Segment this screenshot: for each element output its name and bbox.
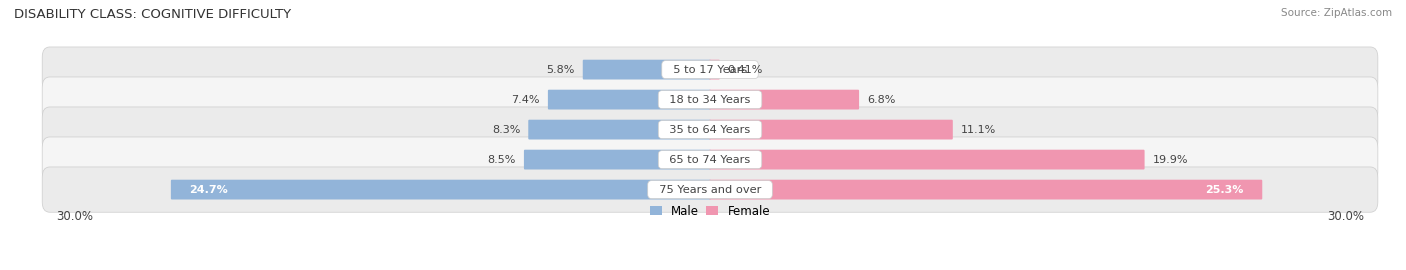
Text: 11.1%: 11.1% [960, 124, 995, 135]
FancyBboxPatch shape [524, 150, 711, 170]
Text: 75 Years and over: 75 Years and over [652, 185, 768, 195]
Text: 5 to 17 Years: 5 to 17 Years [666, 65, 754, 75]
FancyBboxPatch shape [42, 47, 1378, 92]
Text: Source: ZipAtlas.com: Source: ZipAtlas.com [1281, 8, 1392, 18]
Text: 0.41%: 0.41% [728, 65, 763, 75]
Text: DISABILITY CLASS: COGNITIVE DIFFICULTY: DISABILITY CLASS: COGNITIVE DIFFICULTY [14, 8, 291, 21]
Text: 5.8%: 5.8% [547, 65, 575, 75]
FancyBboxPatch shape [709, 150, 1144, 170]
FancyBboxPatch shape [548, 90, 711, 110]
Text: 30.0%: 30.0% [1327, 210, 1364, 223]
Text: 35 to 64 Years: 35 to 64 Years [662, 124, 758, 135]
Text: 18 to 34 Years: 18 to 34 Years [662, 94, 758, 104]
FancyBboxPatch shape [529, 120, 711, 140]
Text: 25.3%: 25.3% [1205, 185, 1244, 195]
FancyBboxPatch shape [42, 107, 1378, 152]
FancyBboxPatch shape [42, 77, 1378, 122]
Text: 7.4%: 7.4% [512, 94, 540, 104]
FancyBboxPatch shape [582, 60, 711, 79]
FancyBboxPatch shape [42, 137, 1378, 182]
Text: 30.0%: 30.0% [56, 210, 93, 223]
FancyBboxPatch shape [709, 90, 859, 110]
FancyBboxPatch shape [709, 180, 1263, 200]
FancyBboxPatch shape [709, 60, 720, 79]
Text: 19.9%: 19.9% [1153, 155, 1188, 165]
FancyBboxPatch shape [42, 167, 1378, 212]
Text: 65 to 74 Years: 65 to 74 Years [662, 155, 758, 165]
Text: 8.3%: 8.3% [492, 124, 520, 135]
Text: 6.8%: 6.8% [868, 94, 896, 104]
Text: 8.5%: 8.5% [488, 155, 516, 165]
FancyBboxPatch shape [172, 180, 711, 200]
Text: 24.7%: 24.7% [190, 185, 228, 195]
FancyBboxPatch shape [709, 120, 953, 140]
Legend: Male, Female: Male, Female [650, 205, 770, 218]
